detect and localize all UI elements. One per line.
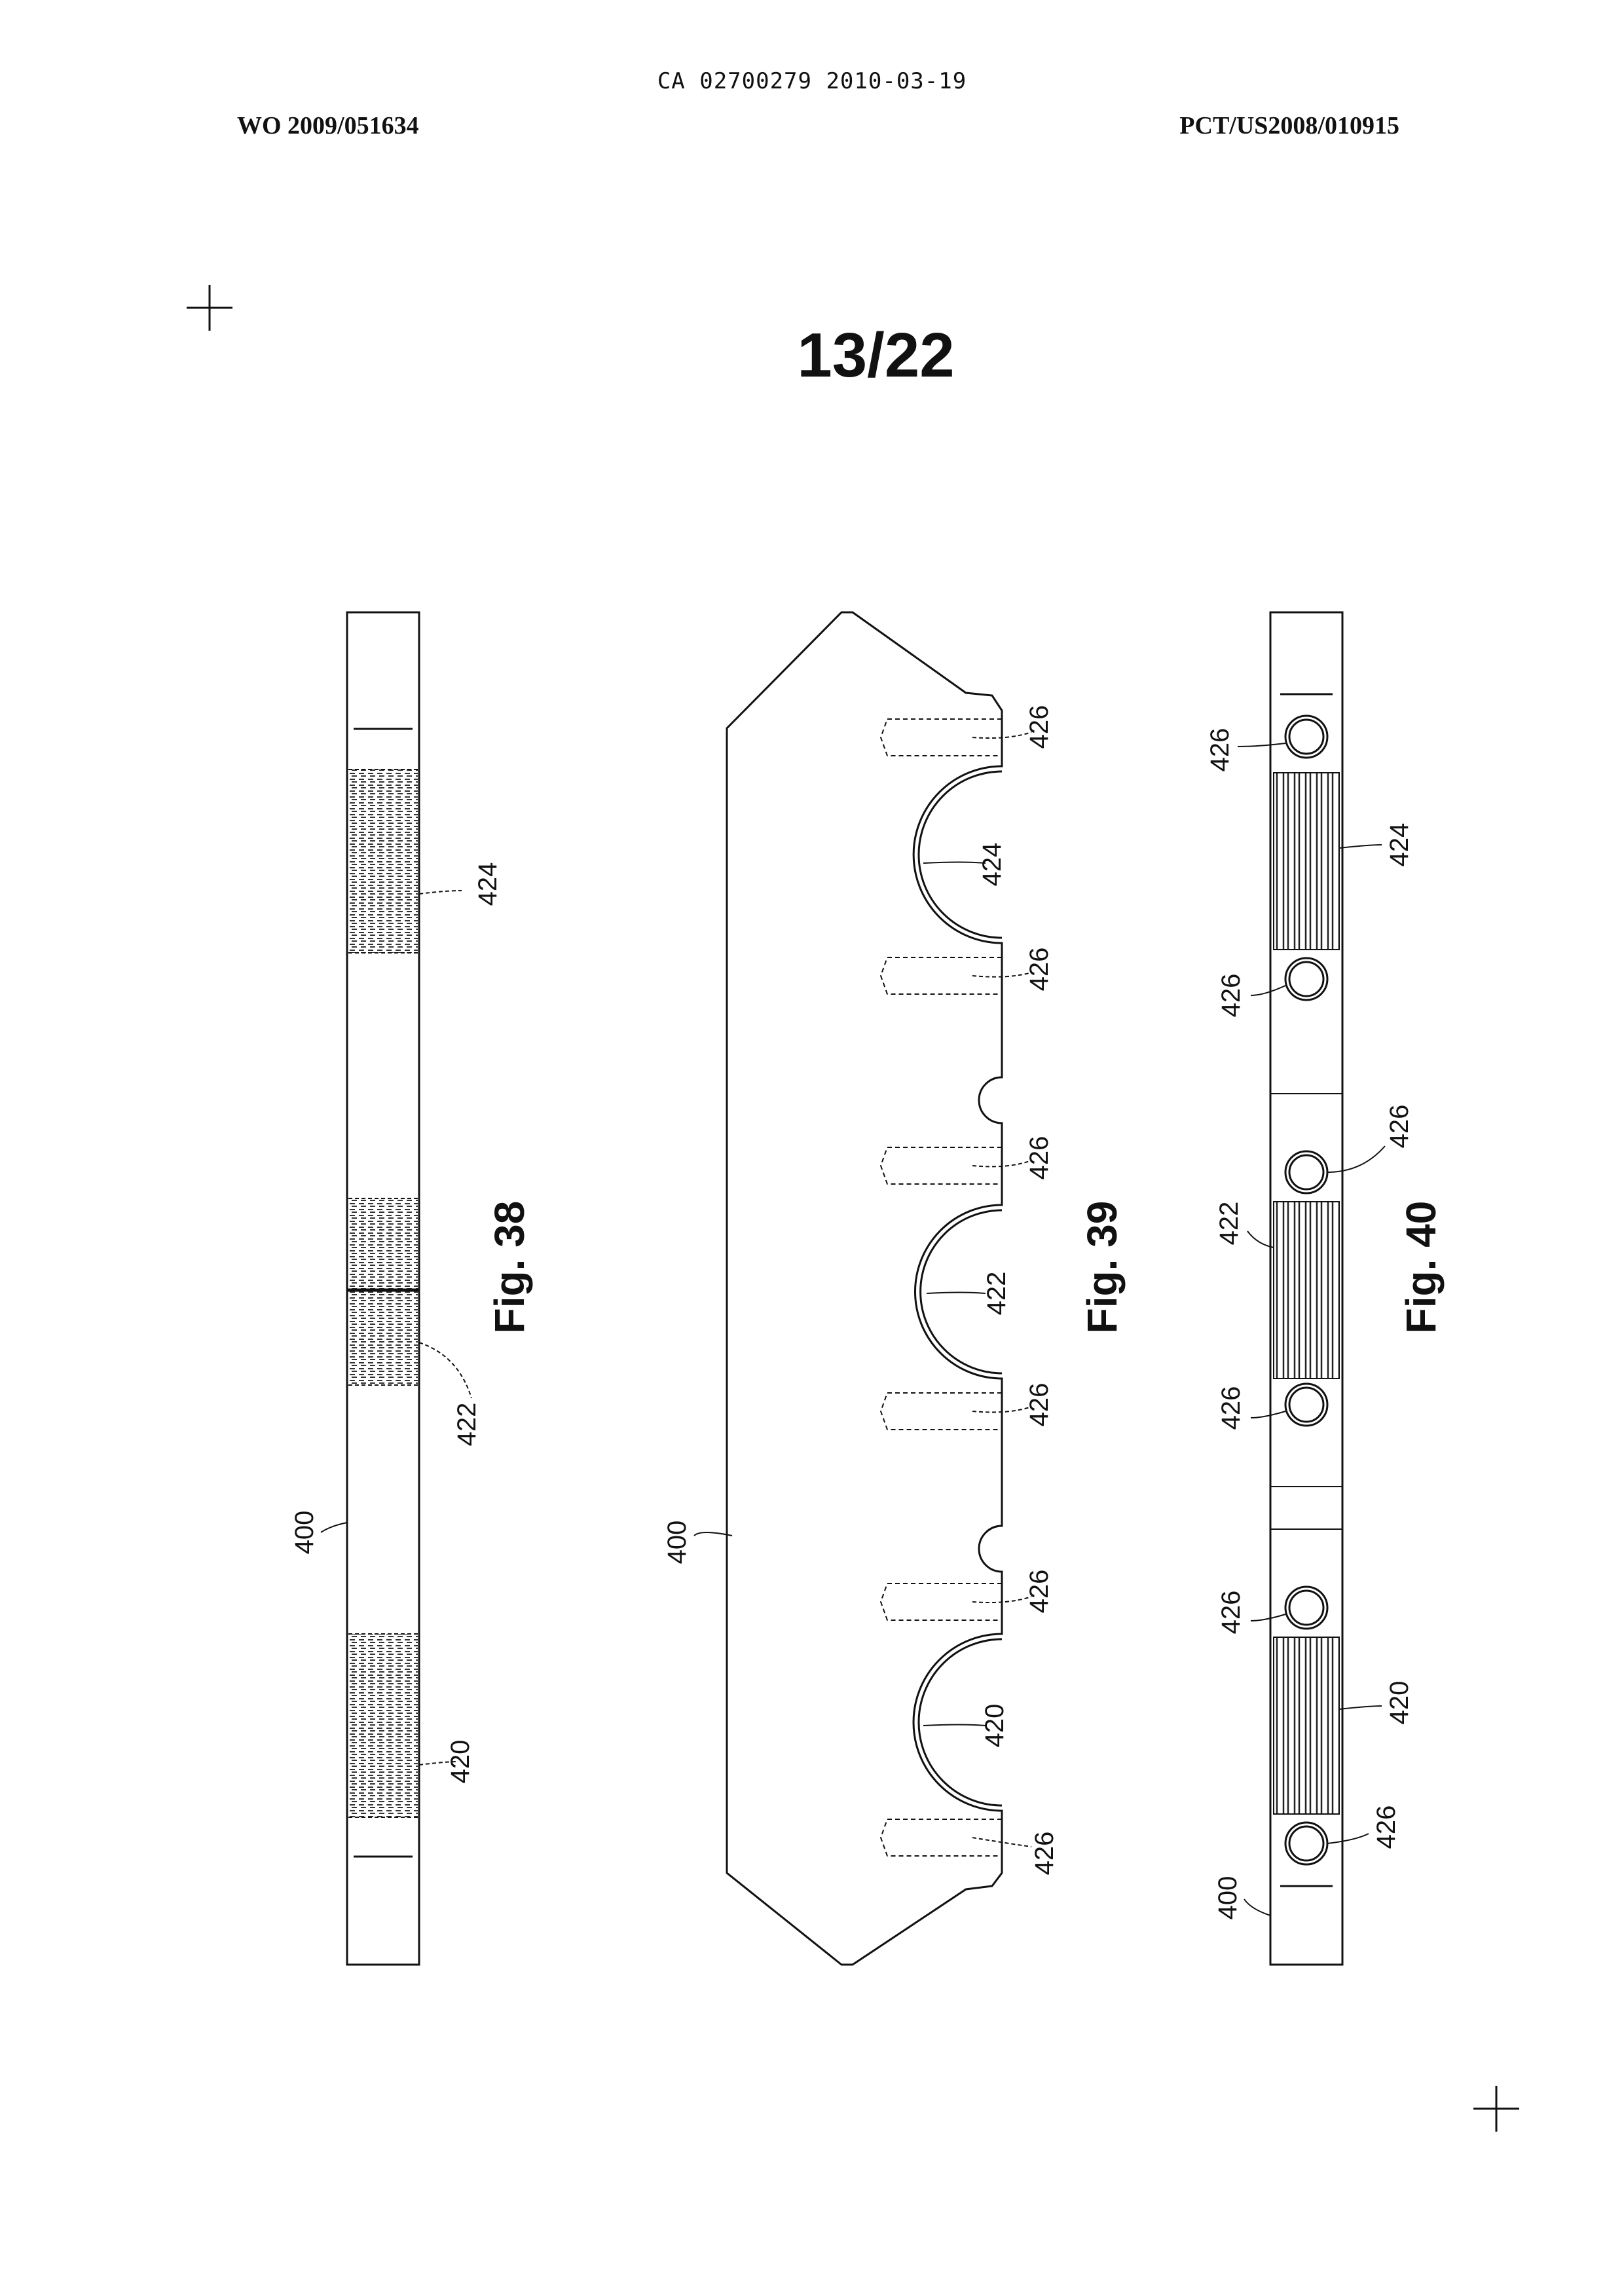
ribbed-region-420 [1274,1637,1339,1814]
figure-40: 426 424 426 426 422 426 426 420 426 400 … [1206,612,1445,1965]
label-426: 426 [1372,1805,1401,1849]
label-422: 422 [452,1403,481,1447]
label-422: 422 [1215,1202,1244,1246]
figure-caption: Fig. 39 [1079,1201,1126,1334]
label-420: 420 [446,1740,475,1784]
textured-region-420 [348,1634,418,1817]
ribbed-region-422 [1274,1202,1339,1379]
label-426: 426 [1025,948,1054,991]
figure-39: 426 424 426 426 422 426 400 426 420 426 … [663,612,1126,1965]
registration-mark-top-left [187,285,232,331]
label-424: 424 [978,843,1006,887]
figure-caption: Fig. 38 [486,1201,533,1334]
figure-caption: Fig. 40 [1397,1201,1445,1334]
label-422: 422 [982,1272,1011,1316]
label-420: 420 [980,1704,1009,1748]
figure-38: 424 422 400 420 Fig. 38 [290,612,533,1965]
label-426: 426 [1025,1383,1054,1427]
label-400: 400 [290,1511,319,1555]
label-424: 424 [473,862,502,906]
label-424: 424 [1385,823,1414,867]
label-426: 426 [1025,1570,1054,1614]
label-426: 426 [1206,728,1234,772]
label-426: 426 [1025,1136,1054,1180]
label-426: 426 [1217,974,1246,1018]
label-426: 426 [1217,1386,1246,1430]
label-426: 426 [1217,1591,1246,1635]
label-426: 426 [1030,1832,1059,1876]
registration-mark-bottom-right [1473,2086,1519,2132]
block-outline [727,612,1002,1965]
label-426: 426 [1025,705,1054,749]
label-420: 420 [1385,1681,1414,1725]
label-400: 400 [663,1521,692,1565]
textured-region-424 [348,769,418,953]
label-400: 400 [1213,1876,1242,1920]
ribbed-region-424 [1274,773,1339,950]
label-426: 426 [1385,1105,1414,1149]
